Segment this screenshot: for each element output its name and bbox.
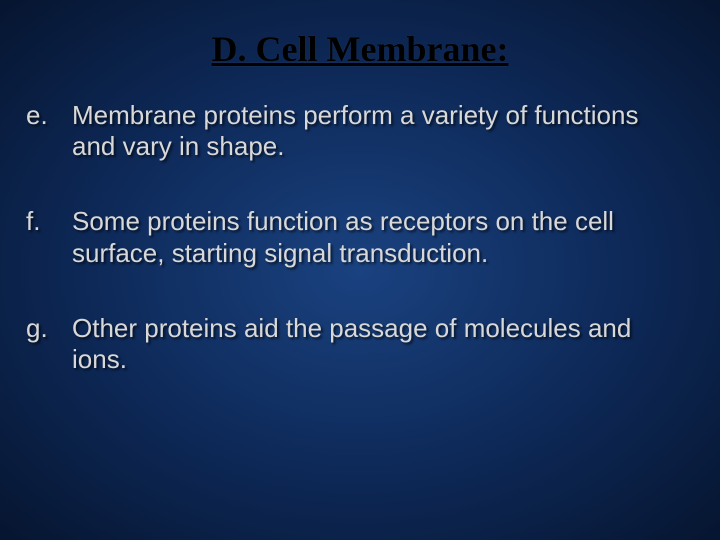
- list-item: g. Other proteins aid the passage of mol…: [24, 313, 696, 375]
- list-item: e. Membrane proteins perform a variety o…: [24, 100, 696, 162]
- list-text: Membrane proteins perform a variety of f…: [72, 100, 696, 162]
- list-text: Some proteins function as receptors on t…: [72, 206, 696, 268]
- list-marker: f.: [24, 206, 72, 237]
- slide-title: D. Cell Membrane:: [24, 28, 696, 70]
- list-text: Other proteins aid the passage of molecu…: [72, 313, 696, 375]
- slide: D. Cell Membrane: e. Membrane proteins p…: [0, 0, 720, 540]
- list-marker: e.: [24, 100, 72, 131]
- list-marker: g.: [24, 313, 72, 344]
- list-item: f. Some proteins function as receptors o…: [24, 206, 696, 268]
